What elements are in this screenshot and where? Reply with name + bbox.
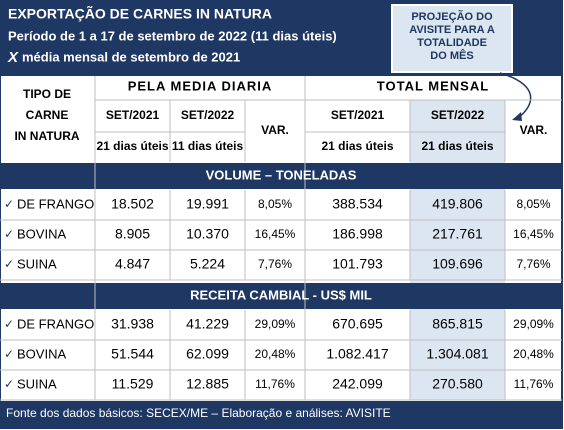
row-label: SUINA	[17, 376, 57, 391]
value: 8.905	[115, 226, 150, 242]
row-header: TIPO DE	[23, 87, 71, 101]
value: 388.534	[332, 196, 383, 212]
value: 5.224	[190, 256, 225, 272]
row-label: BOVINA	[17, 346, 66, 361]
value: 109.696	[432, 256, 483, 272]
variation: 8,05%	[516, 197, 550, 211]
footer: Fonte dos dados básicos: SECEX/ME – Elab…	[6, 406, 391, 420]
period: Período de 1 a 17 de setembro de 2022 (1…	[8, 28, 337, 43]
section-band	[0, 283, 562, 309]
value: 51.544	[111, 346, 154, 362]
variation: 11,76%	[255, 377, 295, 391]
value: 670.695	[332, 316, 383, 332]
column-header: SET/2021	[106, 108, 160, 122]
value: 1.082.417	[326, 346, 388, 362]
variation: 7,76%	[516, 257, 550, 271]
value: 419.806	[432, 196, 483, 212]
row-header: IN NATURA	[14, 129, 79, 143]
subheader: 21 dias úteis	[96, 139, 168, 153]
variation: 16,45%	[255, 227, 296, 241]
check-icon: ✓	[4, 317, 14, 331]
check-icon: ✓	[4, 257, 14, 271]
value: 18.502	[111, 196, 154, 212]
column-header: VAR.	[520, 123, 548, 137]
subheader: 21 dias úteis	[321, 139, 393, 153]
value: 1.304.081	[426, 346, 488, 362]
title: EXPORTAÇÃO DE CARNES IN NATURA	[8, 5, 272, 22]
group-header: PELA MEDIA DIARIA	[128, 78, 273, 93]
variation: 8,05%	[258, 197, 292, 211]
variation: 11,76%	[514, 377, 554, 391]
row-label: SUINA	[17, 256, 57, 271]
section-band	[0, 163, 562, 189]
variation: 29,09%	[255, 317, 296, 331]
section-title: RECEITA CAMBIAL - US$ MIL	[190, 287, 372, 302]
subheader: 21 dias úteis	[421, 139, 493, 153]
column-header: SET/2022	[431, 108, 485, 122]
value: 19.991	[186, 196, 229, 212]
value: 31.938	[111, 316, 154, 332]
subheader: 11 dias úteis	[172, 139, 244, 153]
variation: 7,76%	[258, 257, 292, 271]
row-label: BOVINA	[17, 226, 66, 241]
compare: média mensal de setembro de 2021	[22, 49, 240, 64]
value: 270.580	[432, 376, 483, 392]
value: 242.099	[332, 376, 383, 392]
value: 12.885	[186, 376, 229, 392]
compare-mark: X	[7, 49, 19, 66]
group-header: TOTAL MENSAL	[377, 78, 489, 93]
column-header: SET/2022	[181, 108, 235, 122]
variation: 16,45%	[513, 227, 554, 241]
check-icon: ✓	[4, 197, 14, 211]
section-title: VOLUME – TONELADAS	[206, 167, 357, 182]
variation: 29,09%	[513, 317, 554, 331]
value: 101.793	[332, 256, 383, 272]
value: 186.998	[332, 226, 383, 242]
check-icon: ✓	[4, 227, 14, 241]
check-icon: ✓	[4, 347, 14, 361]
callout-text: PROJEÇÃO DO	[411, 10, 493, 23]
check-icon: ✓	[4, 377, 14, 391]
row-label: DE FRANGO	[17, 316, 94, 331]
value: 217.761	[432, 226, 483, 242]
column-header: SET/2021	[331, 108, 385, 122]
value: 4.847	[115, 256, 150, 272]
row-label: DE FRANGO	[17, 196, 94, 211]
callout-text: AVISITE PARA A	[409, 24, 495, 36]
callout-arrow	[499, 72, 532, 119]
arrow-head	[512, 112, 522, 121]
value: 11.529	[112, 376, 154, 392]
value: 41.229	[186, 316, 229, 332]
callout-text: DO MÊS	[430, 49, 473, 62]
callout-text: TOTALIDADE	[417, 37, 487, 49]
callout-box	[391, 4, 513, 73]
value: 10.370	[186, 226, 229, 242]
value: 62.099	[186, 346, 229, 362]
row-header: CARNE	[26, 108, 69, 122]
footer-band	[0, 401, 562, 428]
variation: 20,48%	[513, 347, 554, 361]
value: 865.815	[432, 316, 483, 332]
column-header: VAR.	[261, 123, 289, 137]
variation: 20,48%	[255, 347, 296, 361]
